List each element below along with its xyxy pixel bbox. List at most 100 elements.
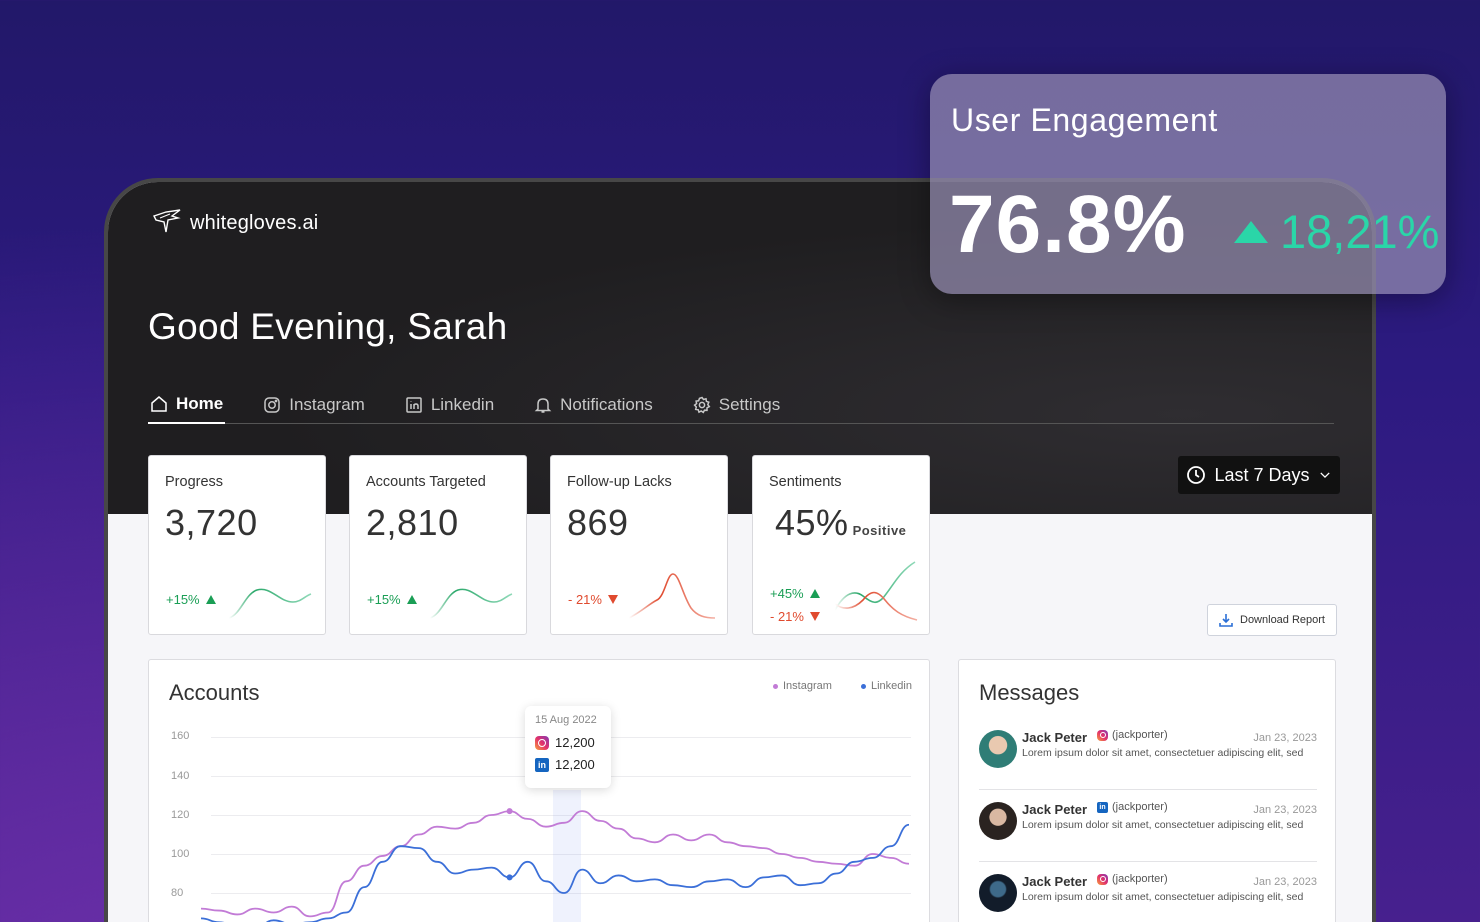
arrow-up-icon (809, 589, 820, 598)
device-frame: whitegloves.ai Good Evening, Sarah Home … (104, 178, 1376, 922)
follow-up-trend: - 21% (568, 592, 618, 607)
engagement-value: 76.8% (949, 179, 1187, 270)
tab-notifications[interactable]: Notifications (532, 386, 655, 424)
legend-instagram[interactable]: Instagram (773, 680, 832, 692)
hover-point-linkedin (506, 874, 513, 881)
message-handle: (jackporter) (1112, 729, 1168, 741)
clock-icon (1187, 466, 1206, 484)
tab-home-label: Home (176, 394, 224, 413)
y-tick-label: 120 (171, 809, 190, 821)
sentiments-trend-up: +45% (770, 586, 820, 601)
engagement-title: User Engagement (951, 102, 1218, 138)
message-handle: (jackporter) (1112, 873, 1168, 885)
messages-title: Messages (979, 680, 1080, 705)
hover-highlight-band (553, 790, 581, 922)
y-tick-label: 80 (171, 887, 184, 899)
arrow-down-icon (607, 595, 618, 604)
tab-notifications-label: Notifications (560, 395, 653, 414)
messages-panel: Messages Jack Peter (jackporter) Jan 23,… (958, 659, 1336, 922)
bird-logo-icon (153, 209, 181, 233)
sentiments-sparkline (834, 561, 918, 621)
tooltip-linkedin-row: in 12,200 (535, 757, 601, 772)
legend-instagram-label: Instagram (783, 680, 832, 692)
legend-linkedin[interactable]: Linkedin (861, 680, 912, 692)
instagram-icon (535, 735, 549, 750)
message-date: Jan 23, 2023 (1253, 876, 1317, 888)
message-handle-row: (jackporter) (1097, 729, 1168, 741)
avatar (979, 730, 1017, 768)
sentiments-change-up: +45% (770, 586, 804, 601)
avatar (979, 874, 1017, 912)
message-sender: Jack Peter (1022, 730, 1088, 745)
tab-settings[interactable]: Settings (691, 386, 782, 424)
progress-trend: +15% (166, 592, 216, 607)
progress-title: Progress (165, 474, 224, 490)
tab-home[interactable]: Home (148, 386, 226, 424)
brand-name: whitegloves.ai (190, 211, 319, 234)
avatar (979, 802, 1017, 840)
message-handle-row: (jackporter) (1097, 873, 1168, 885)
accounts-targeted-trend: +15% (367, 592, 417, 607)
accounts-targeted-value: 2,810 (366, 502, 459, 543)
download-icon (1219, 614, 1233, 627)
accounts-line-chart[interactable] (149, 660, 931, 922)
accounts-panel: Accounts Instagram Linkedin 160 140 120 … (148, 659, 930, 922)
tooltip-linkedin-value: 12,200 (555, 757, 595, 772)
greeting-title: Good Evening, Sarah (148, 306, 508, 347)
arrow-up-icon (205, 595, 216, 604)
gridline (211, 893, 911, 894)
tab-linkedin[interactable]: Linkedin (403, 386, 496, 424)
brand-logo[interactable]: whitegloves.ai (152, 208, 318, 238)
message-item[interactable]: Jack Peter (jackporter) Jan 23, 2023 Lor… (979, 724, 1317, 790)
linkedin-icon (406, 397, 422, 413)
y-tick-label: 100 (171, 848, 190, 860)
user-engagement-card: User Engagement 76.8% 18,21% (930, 74, 1446, 294)
progress-card[interactable]: Progress 3,720 +15% (148, 455, 326, 635)
bell-icon (534, 398, 552, 413)
sentiments-change-down: - 21% (770, 609, 804, 624)
tab-instagram[interactable]: Instagram (261, 386, 367, 424)
instagram-icon (264, 397, 280, 413)
message-item[interactable]: Jack Peter in (jackporter) Jan 23, 2023 … (979, 796, 1317, 862)
follow-up-value: 869 (567, 502, 629, 543)
download-report-button[interactable]: Download Report (1207, 604, 1337, 636)
home-icon (151, 396, 167, 412)
accounts-targeted-title: Accounts Targeted (366, 474, 486, 490)
arrow-up-icon (1234, 220, 1268, 243)
legend-linkedin-label: Linkedin (871, 680, 912, 692)
arrow-down-icon (809, 612, 820, 621)
sentiments-title: Sentiments (769, 474, 842, 490)
engagement-change: 18,21% (1234, 204, 1439, 259)
series-line-instagram (200, 810, 910, 918)
nav-tabs: Home Instagram Linkedin Notifications Se… (148, 386, 1334, 424)
gridline (211, 815, 911, 816)
accounts-targeted-change: +15% (367, 592, 401, 607)
gear-icon (693, 396, 711, 414)
message-text: Lorem ipsum dolor sit amet, consectetuer… (1022, 819, 1304, 831)
arrow-up-icon (406, 595, 417, 604)
dashboard-screen: whitegloves.ai Good Evening, Sarah Home … (108, 182, 1372, 922)
message-handle-row: in (jackporter) (1097, 801, 1168, 813)
sentiments-value: 45% (775, 502, 849, 543)
progress-change: +15% (166, 592, 200, 607)
date-range-dropdown[interactable]: Last 7 Days (1178, 456, 1340, 494)
tab-linkedin-label: Linkedin (430, 395, 495, 414)
accounts-targeted-card[interactable]: Accounts Targeted 2,810 +15% (349, 455, 527, 635)
message-sender: Jack Peter (1022, 802, 1088, 817)
linkedin-icon: in (1097, 801, 1108, 813)
follow-up-title: Follow-up Lacks (567, 474, 672, 490)
message-handle: (jackporter) (1112, 801, 1168, 813)
instagram-icon (1097, 873, 1108, 885)
chevron-down-icon (1319, 472, 1330, 478)
message-item[interactable]: Jack Peter (jackporter) Jan 23, 2023 Lor… (979, 868, 1317, 922)
gridline (211, 854, 911, 855)
tab-settings-label: Settings (718, 395, 781, 414)
linkedin-legend-dot (861, 683, 866, 689)
engagement-change-value: 18,21% (1280, 205, 1440, 258)
y-tick-label: 140 (171, 770, 190, 782)
sentiments-suffix: Positive (852, 523, 907, 538)
sentiments-card[interactable]: Sentiments 45% Positive +45% - 21% (752, 455, 930, 635)
progress-sparkline (228, 588, 312, 619)
follow-up-card[interactable]: Follow-up Lacks 869 - 21% (550, 455, 728, 635)
tab-instagram-label: Instagram (289, 395, 365, 414)
